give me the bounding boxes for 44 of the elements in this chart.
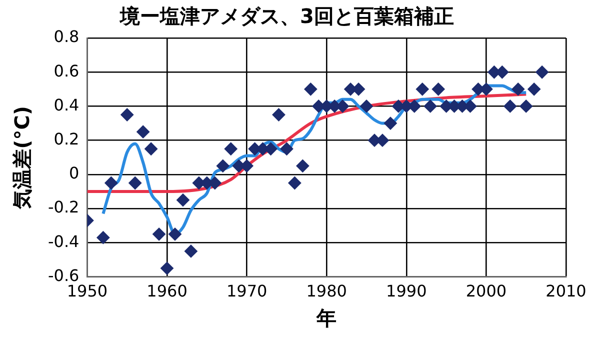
point xyxy=(216,159,230,172)
point xyxy=(96,231,110,244)
x-tick-label: 1980 xyxy=(306,282,347,301)
point xyxy=(280,142,294,156)
point xyxy=(176,194,190,207)
y-tick-label: 0 xyxy=(69,164,80,183)
point xyxy=(416,82,429,96)
point xyxy=(272,108,286,122)
point xyxy=(288,176,302,190)
point xyxy=(512,82,525,96)
point xyxy=(528,82,541,96)
x-axis-title: 年 xyxy=(316,306,337,330)
point xyxy=(504,100,517,113)
point xyxy=(424,100,437,113)
point xyxy=(432,82,445,96)
point xyxy=(296,159,310,172)
x-tick-label: 1960 xyxy=(146,282,188,301)
point xyxy=(136,125,150,138)
point xyxy=(224,142,238,156)
point xyxy=(144,142,158,156)
x-tick-label: 1990 xyxy=(386,282,427,301)
point xyxy=(384,116,397,130)
y-tick-label: -0.2 xyxy=(48,198,80,217)
point xyxy=(120,108,134,122)
point xyxy=(304,82,318,96)
y-axis-title: 気温差(°C) xyxy=(10,106,34,210)
y-tick-label: -0.4 xyxy=(48,232,80,251)
point xyxy=(536,66,549,79)
point xyxy=(160,262,174,275)
y-tick-label: 0.4 xyxy=(54,95,80,114)
x-tick-label: 2010 xyxy=(546,282,586,301)
x-tick-label: 1970 xyxy=(226,282,268,301)
point xyxy=(152,228,166,241)
point xyxy=(184,244,198,258)
chart-title: 境ー塩津アメダス、3回と百葉箱補正 xyxy=(119,4,454,28)
point xyxy=(128,176,142,190)
point xyxy=(360,100,374,113)
point xyxy=(104,176,118,190)
point xyxy=(520,100,533,113)
y-tick-label: 0.8 xyxy=(54,27,80,46)
x-tick-label: 2000 xyxy=(466,282,507,301)
point xyxy=(168,228,182,241)
y-tick-label: 0.6 xyxy=(54,61,80,80)
y-tick-label: 0.2 xyxy=(54,130,80,148)
